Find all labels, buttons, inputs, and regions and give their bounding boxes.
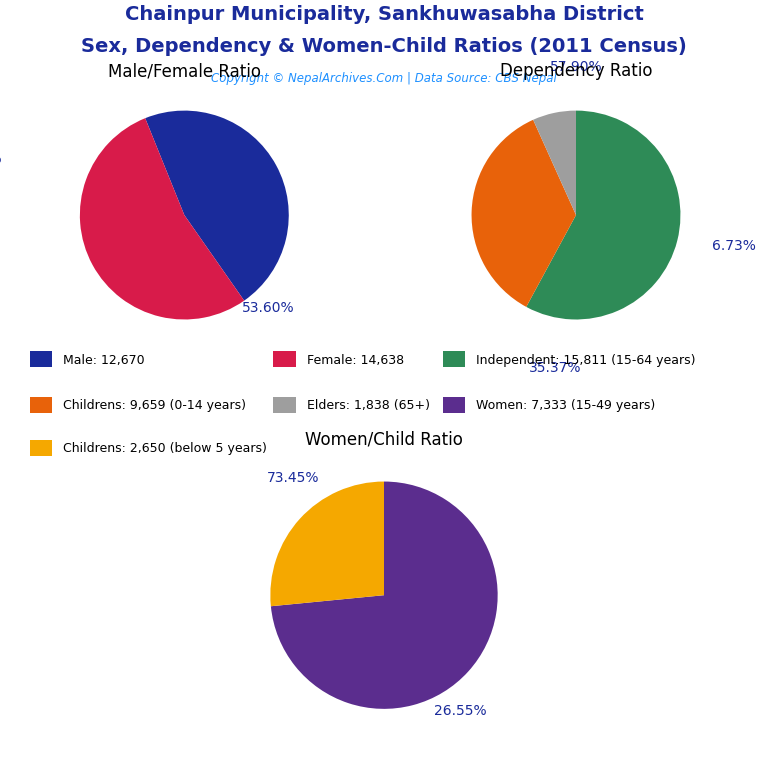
Title: Male/Female Ratio: Male/Female Ratio [108, 62, 261, 80]
Bar [443, 352, 465, 367]
Bar [273, 352, 296, 367]
Wedge shape [271, 482, 498, 709]
Text: Women: 7,333 (15-49 years): Women: 7,333 (15-49 years) [476, 399, 655, 412]
Text: Independent: 15,811 (15-64 years): Independent: 15,811 (15-64 years) [476, 353, 696, 366]
Bar [443, 397, 465, 413]
Text: Elders: 1,838 (65+): Elders: 1,838 (65+) [306, 399, 429, 412]
Wedge shape [526, 111, 680, 319]
Bar [30, 440, 52, 456]
Text: Copyright © NepalArchives.Com | Data Source: CBS Nepal: Copyright © NepalArchives.Com | Data Sou… [211, 72, 557, 85]
Wedge shape [270, 482, 384, 606]
Text: Sex, Dependency & Women-Child Ratios (2011 Census): Sex, Dependency & Women-Child Ratios (20… [81, 37, 687, 56]
Title: Women/Child Ratio: Women/Child Ratio [305, 431, 463, 449]
Text: 46.40%: 46.40% [0, 152, 2, 166]
Bar [30, 397, 52, 413]
Text: Childrens: 9,659 (0-14 years): Childrens: 9,659 (0-14 years) [63, 399, 247, 412]
Wedge shape [533, 111, 576, 215]
Text: Chainpur Municipality, Sankhuwasabha District: Chainpur Municipality, Sankhuwasabha Dis… [124, 5, 644, 24]
Text: 26.55%: 26.55% [435, 703, 487, 717]
Wedge shape [80, 118, 244, 319]
Bar [30, 352, 52, 367]
Bar [273, 397, 296, 413]
Title: Dependency Ratio: Dependency Ratio [500, 62, 652, 80]
Text: Childrens: 2,650 (below 5 years): Childrens: 2,650 (below 5 years) [63, 442, 267, 455]
Text: 57.90%: 57.90% [550, 60, 602, 74]
Wedge shape [472, 120, 576, 307]
Text: Female: 14,638: Female: 14,638 [306, 353, 404, 366]
Text: 53.60%: 53.60% [242, 300, 294, 315]
Text: 6.73%: 6.73% [712, 240, 756, 253]
Text: 35.37%: 35.37% [529, 361, 581, 376]
Text: Male: 12,670: Male: 12,670 [63, 353, 145, 366]
Text: 73.45%: 73.45% [266, 471, 319, 485]
Wedge shape [145, 111, 289, 300]
